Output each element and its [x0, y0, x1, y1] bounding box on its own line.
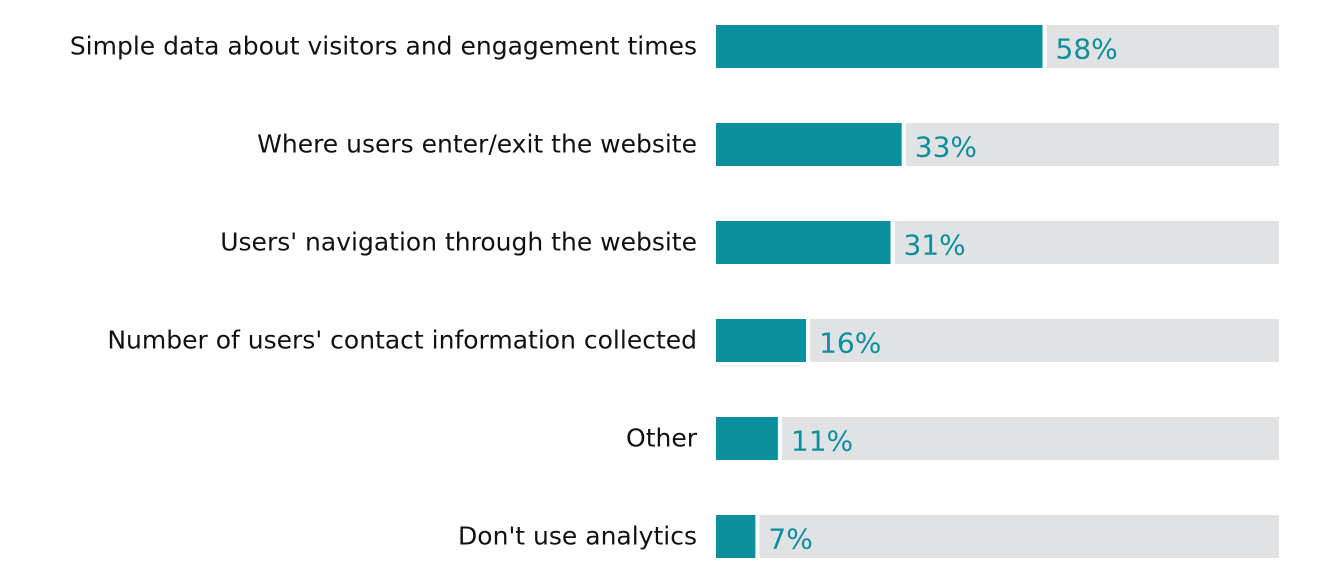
bar-separator	[806, 319, 811, 362]
bar	[716, 123, 902, 166]
value-label: 31%	[904, 229, 966, 262]
bar	[716, 25, 1043, 68]
value-label: 33%	[915, 131, 977, 164]
category-label: Don't use analytics	[458, 522, 697, 551]
bar-row: Simple data about visitors and engagemen…	[70, 25, 1279, 68]
bar-row: Don't use analytics 7%	[458, 515, 1279, 558]
bar-row: Where users enter/exit the website 33%	[257, 123, 1279, 166]
bar	[716, 417, 778, 460]
bar-track	[716, 515, 1279, 558]
bar-row: Number of users' contact information col…	[107, 319, 1279, 362]
bar-separator	[755, 515, 760, 558]
category-label: Simple data about visitors and engagemen…	[70, 32, 697, 61]
bar-track	[716, 417, 1279, 460]
bar	[716, 221, 891, 264]
bar	[716, 319, 807, 362]
value-label: 11%	[791, 425, 853, 458]
value-label: 58%	[1056, 33, 1118, 66]
category-label: Where users enter/exit the website	[257, 130, 697, 159]
bar-row: Users' navigation through the website 31%	[220, 221, 1279, 264]
bar	[716, 515, 756, 558]
category-label: Users' navigation through the website	[220, 228, 697, 257]
bar-separator	[890, 221, 895, 264]
bar-separator	[777, 417, 782, 460]
bar-separator	[1042, 25, 1047, 68]
value-label: 7%	[768, 523, 812, 556]
category-label: Other	[626, 424, 698, 453]
bar-row: Other 11%	[626, 417, 1279, 460]
bar-separator	[901, 123, 906, 166]
value-label: 16%	[819, 327, 881, 360]
category-label: Number of users' contact information col…	[107, 326, 697, 355]
